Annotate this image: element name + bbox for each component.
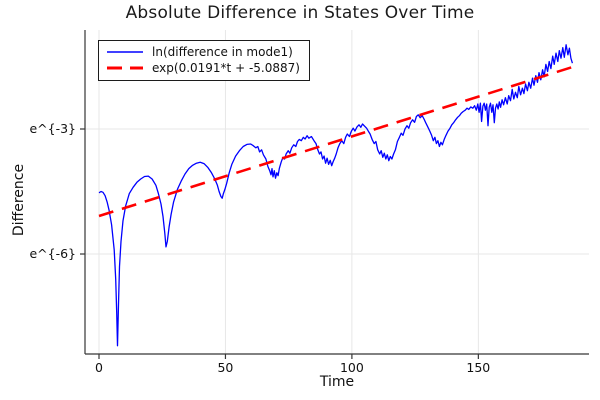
x-tick-label: 100 [340,360,364,375]
y-axis-label: Difference [11,163,27,237]
solid-line-icon [107,51,143,53]
legend: ln(difference in mode1) exp(0.0191*t + -… [98,40,310,81]
x-tick-label: 0 [95,360,103,375]
difference-series-line [98,44,574,347]
x-tick-label: 150 [466,360,490,375]
fit-line [98,65,573,218]
x-axis-label: Time [319,374,355,390]
legend-label-fit: exp(0.0191*t + -5.0887) [152,61,300,75]
legend-label-series: ln(difference in mode1) [152,45,293,59]
chart-title: Absolute Difference in States Over Time [125,3,475,23]
legend-entry-fit: exp(0.0191*t + -5.0887) [106,60,300,76]
y-tick-label: e^{-3} [29,121,76,136]
dashed-line-icon [107,66,143,70]
legend-entry-series: ln(difference in mode1) [106,44,300,60]
x-tick-label: 50 [217,360,233,375]
y-tick-label: e^{-6} [29,246,76,261]
